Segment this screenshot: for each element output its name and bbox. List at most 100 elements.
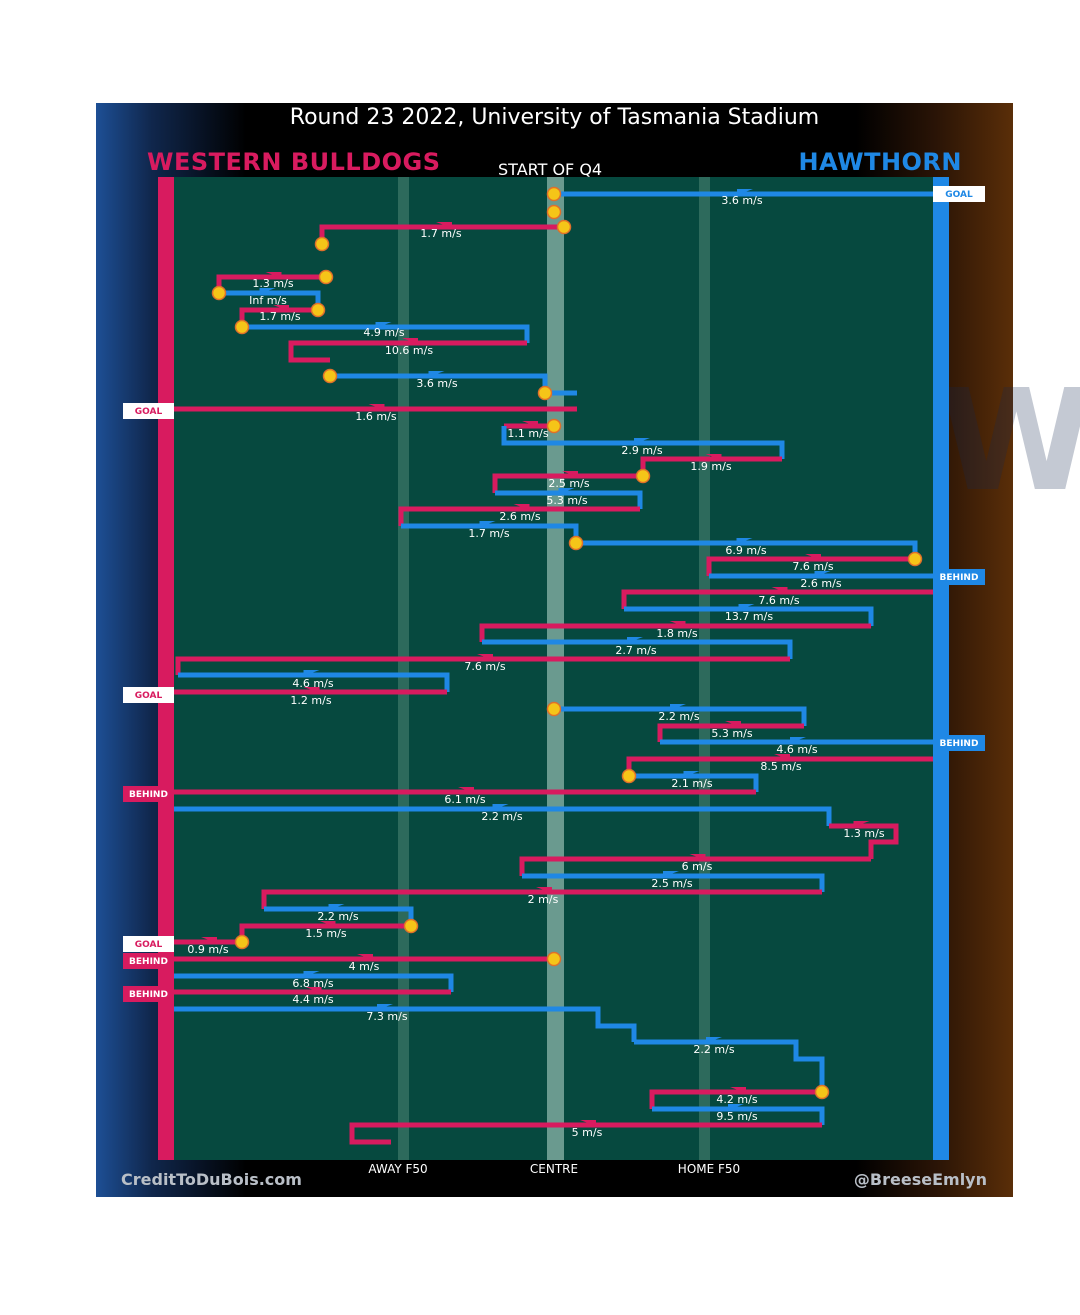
chain-35-speed-label: 2.5 m/s — [651, 877, 692, 890]
chain-36-arrow — [536, 887, 552, 893]
chain-13-hawthorn — [495, 490, 643, 509]
chain-34-arrow — [689, 854, 706, 860]
stoppage-marker-0-0 — [546, 186, 562, 202]
chain-37-arrow — [328, 904, 345, 910]
chain-47-speed-label: 5 m/s — [572, 1126, 603, 1139]
chain-14-bulldogs — [398, 506, 640, 526]
chain-26-arrow — [670, 704, 686, 710]
result-badge-28 — [933, 735, 985, 751]
chain-22-speed-label: 2.7 m/s — [615, 644, 656, 657]
result-badge-0 — [933, 186, 985, 202]
chain-10-arrow — [634, 438, 650, 444]
chain-40-speed-label: 4 m/s — [349, 960, 380, 973]
chain-27-speed-label: 5.3 m/s — [711, 727, 752, 740]
chain-39-speed-label: 0.9 m/s — [187, 943, 228, 956]
chain-33-arrow — [853, 821, 870, 827]
chain-34-bulldogs — [519, 856, 871, 876]
chain-30-hawthorn — [629, 773, 759, 792]
chain-16-arrow — [736, 538, 753, 544]
chain-20-arrow — [738, 604, 755, 610]
chain-9-speed-label: 1.1 m/s — [507, 427, 548, 440]
chain-37-speed-label: 2.2 m/s — [317, 910, 358, 923]
chain-24-speed-label: 4.6 m/s — [292, 677, 333, 690]
chain-7-arrow — [428, 371, 445, 377]
stoppage-marker-40-0 — [546, 951, 562, 967]
x-tick-home-f50: HOME F50 — [677, 1162, 741, 1176]
result-badge-39-text: GOAL — [135, 940, 163, 950]
result-badge-40 — [123, 953, 174, 969]
chain-8-speed-label: 1.6 m/s — [355, 410, 396, 423]
chain-22-arrow — [627, 637, 643, 643]
chain-3-speed-label: Inf m/s — [249, 294, 287, 307]
result-badge-31 — [123, 786, 174, 802]
x-tick-centre: CENTRE — [529, 1162, 579, 1176]
result-badge-28-text: BEHIND — [940, 739, 979, 749]
chain-43-speed-label: 7.3 m/s — [366, 1010, 407, 1023]
chain-42-arrow — [305, 987, 322, 993]
chain-15-speed-label: 1.7 m/s — [468, 527, 509, 540]
chain-47-bulldogs — [349, 1122, 822, 1145]
chain-29-arrow — [774, 754, 790, 760]
chain-30-arrow — [683, 771, 700, 777]
chain-6-speed-label: 10.6 m/s — [385, 344, 433, 357]
team-right-label: HAWTHORN — [798, 148, 962, 176]
chain-44-arrow — [706, 1037, 722, 1043]
result-badge-25-text: GOAL — [135, 691, 163, 701]
stoppage-marker-4-0 — [310, 302, 326, 318]
chain-35-arrow — [663, 871, 679, 877]
chain-11-arrow — [705, 454, 722, 460]
result-badge-42 — [123, 986, 174, 1002]
chain-22-hawthorn — [482, 639, 793, 659]
chain-45-bulldogs — [649, 1089, 822, 1109]
chain-24-hawthorn — [178, 672, 450, 692]
result-badge-8 — [123, 403, 174, 419]
chain-21-speed-label: 1.8 m/s — [656, 627, 697, 640]
chain-41-arrow — [303, 971, 320, 977]
chain-12-arrow — [562, 471, 578, 477]
quarter-label: START OF Q4 — [498, 160, 603, 179]
chain-43-arrow — [377, 1004, 393, 1010]
chain-41-speed-label: 6.8 m/s — [292, 977, 333, 990]
team-left-label: WESTERN BULLDOGS — [147, 148, 441, 176]
chain-6-arrow — [402, 338, 418, 344]
chain-32-speed-label: 2.2 m/s — [481, 810, 522, 823]
chain-10-hawthorn — [501, 426, 785, 459]
stoppage-marker-7-0 — [322, 368, 338, 384]
chain-35-hawthorn — [522, 873, 825, 892]
stoppage-marker-29-0 — [621, 768, 637, 784]
chain-34-speed-label: 6 m/s — [682, 860, 713, 873]
stoppage-marker-15-0 — [568, 535, 584, 551]
chain-17-bulldogs — [706, 556, 915, 576]
chain-17-speed-label: 7.6 m/s — [792, 560, 833, 573]
stoppage-marker-26-0 — [546, 701, 562, 717]
result-badge-8-text: GOAL — [135, 407, 163, 417]
chain-16-speed-label: 6.9 m/s — [725, 544, 766, 557]
chain-25-speed-label: 1.2 m/s — [290, 694, 331, 707]
chain-45-speed-label: 4.2 m/s — [716, 1093, 757, 1106]
chain-23-speed-label: 7.6 m/s — [464, 660, 505, 673]
bulldogs-goal-line — [158, 177, 174, 1160]
chain-2-arrow — [265, 272, 282, 278]
chain-41-hawthorn — [174, 973, 454, 992]
chain-13-speed-label: 5.3 m/s — [546, 494, 587, 507]
chain-14-arrow — [513, 504, 530, 510]
chain-10-speed-label: 2.9 m/s — [621, 444, 662, 457]
stoppage-marker-38-0 — [234, 934, 250, 950]
credit-right: @BreeseEmlyn — [853, 1170, 987, 1189]
chain-19-arrow — [771, 587, 788, 593]
result-badge-18-text: BEHIND — [940, 573, 979, 583]
stoppage-marker-1-0 — [556, 219, 572, 235]
chain-19-speed-label: 7.6 m/s — [758, 594, 799, 607]
chain-44-speed-label: 2.2 m/s — [693, 1043, 734, 1056]
stoppage-marker-16-0 — [907, 551, 923, 567]
chain-7-speed-label: 3.6 m/s — [416, 377, 457, 390]
chain-44-hawthorn — [634, 1039, 825, 1092]
chain-6-bulldogs — [288, 340, 527, 363]
chart-title: Round 23 2022, University of Tasmania St… — [289, 105, 820, 130]
chain-33-bulldogs — [829, 823, 899, 859]
stoppage-marker-11-0 — [635, 468, 651, 484]
stoppage-marker-1-2 — [318, 269, 334, 285]
chain-28-speed-label: 4.6 m/s — [776, 743, 817, 756]
result-badge-40-text: BEHIND — [129, 957, 168, 967]
chain-46-hawthorn — [652, 1106, 825, 1125]
